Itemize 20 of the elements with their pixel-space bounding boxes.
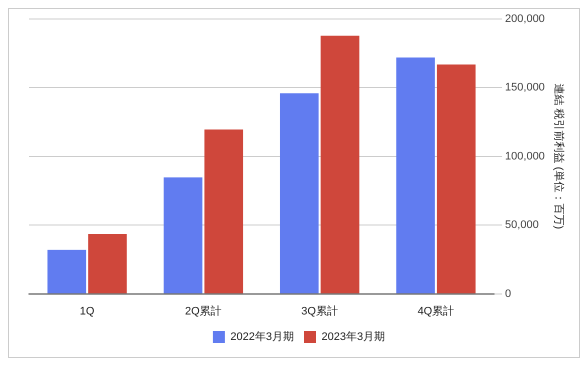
y-tick-label: 200,000 [505, 13, 545, 26]
y-axis-title: 連結 税引前利益 (単位：百万) [552, 84, 566, 230]
legend-label: 2022年3月期 [230, 331, 294, 344]
bar [164, 177, 202, 294]
x-tick-label: 1Q [80, 305, 95, 318]
y-tick-label: 0 [505, 288, 512, 300]
legend-label: 2023年3月期 [322, 331, 386, 344]
y-tick-label: 50,000 [505, 219, 539, 232]
bar [436, 64, 476, 294]
x-tick-label: 4Q累計 [418, 304, 454, 318]
x-tick-label: 2Q累計 [185, 304, 222, 318]
y-tick-label: 150,000 [505, 82, 545, 94]
bar [280, 93, 319, 294]
bar [47, 250, 86, 294]
bar [204, 129, 244, 294]
bar [396, 57, 435, 294]
y-tick-label: 100,000 [505, 150, 545, 162]
bar [88, 234, 127, 294]
x-tick-label: 3Q累計 [301, 304, 338, 318]
bar [320, 36, 360, 294]
